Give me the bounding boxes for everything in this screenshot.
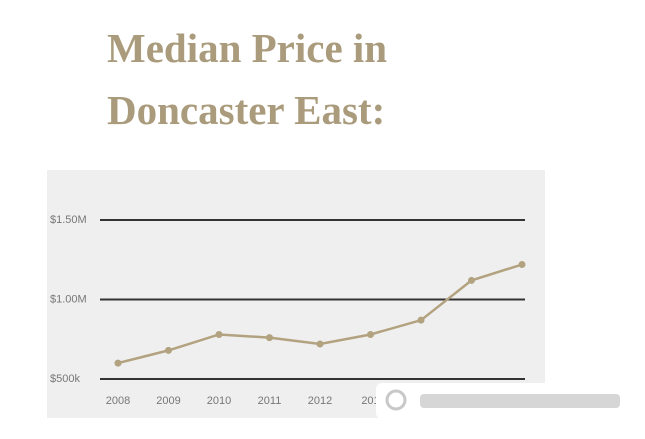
- x-tick-label: 201: [361, 395, 379, 407]
- point: [215, 330, 223, 338]
- point: [266, 334, 273, 342]
- point: [165, 346, 172, 354]
- chart-title: Median Price in: [107, 25, 387, 71]
- watermark-icon: [385, 389, 407, 411]
- y-tick-label: $1.00M: [50, 293, 87, 305]
- y-tick-label: $1.50M: [50, 214, 87, 226]
- x-tick-label: 2010: [207, 395, 231, 407]
- x-tick-label: 2011: [258, 395, 282, 407]
- x-tick-label: 2012: [308, 395, 332, 407]
- point: [114, 359, 122, 367]
- point: [316, 340, 324, 348]
- point: [468, 276, 475, 284]
- x-tick-label: 2009: [156, 395, 180, 407]
- point: [417, 316, 425, 324]
- y-tick-label: $500k: [50, 373, 80, 385]
- point: [518, 261, 526, 269]
- point: [367, 330, 374, 338]
- watermark-text: [420, 394, 620, 408]
- plot: $500k $1.00M $1.50M 2008 2009 2010 2011 2012 201: [50, 214, 526, 407]
- plot-background: [47, 170, 545, 418]
- x-tick-label: 2008: [106, 395, 130, 407]
- chart-title: Doncaster East:: [107, 87, 385, 133]
- watermark: [376, 383, 626, 419]
